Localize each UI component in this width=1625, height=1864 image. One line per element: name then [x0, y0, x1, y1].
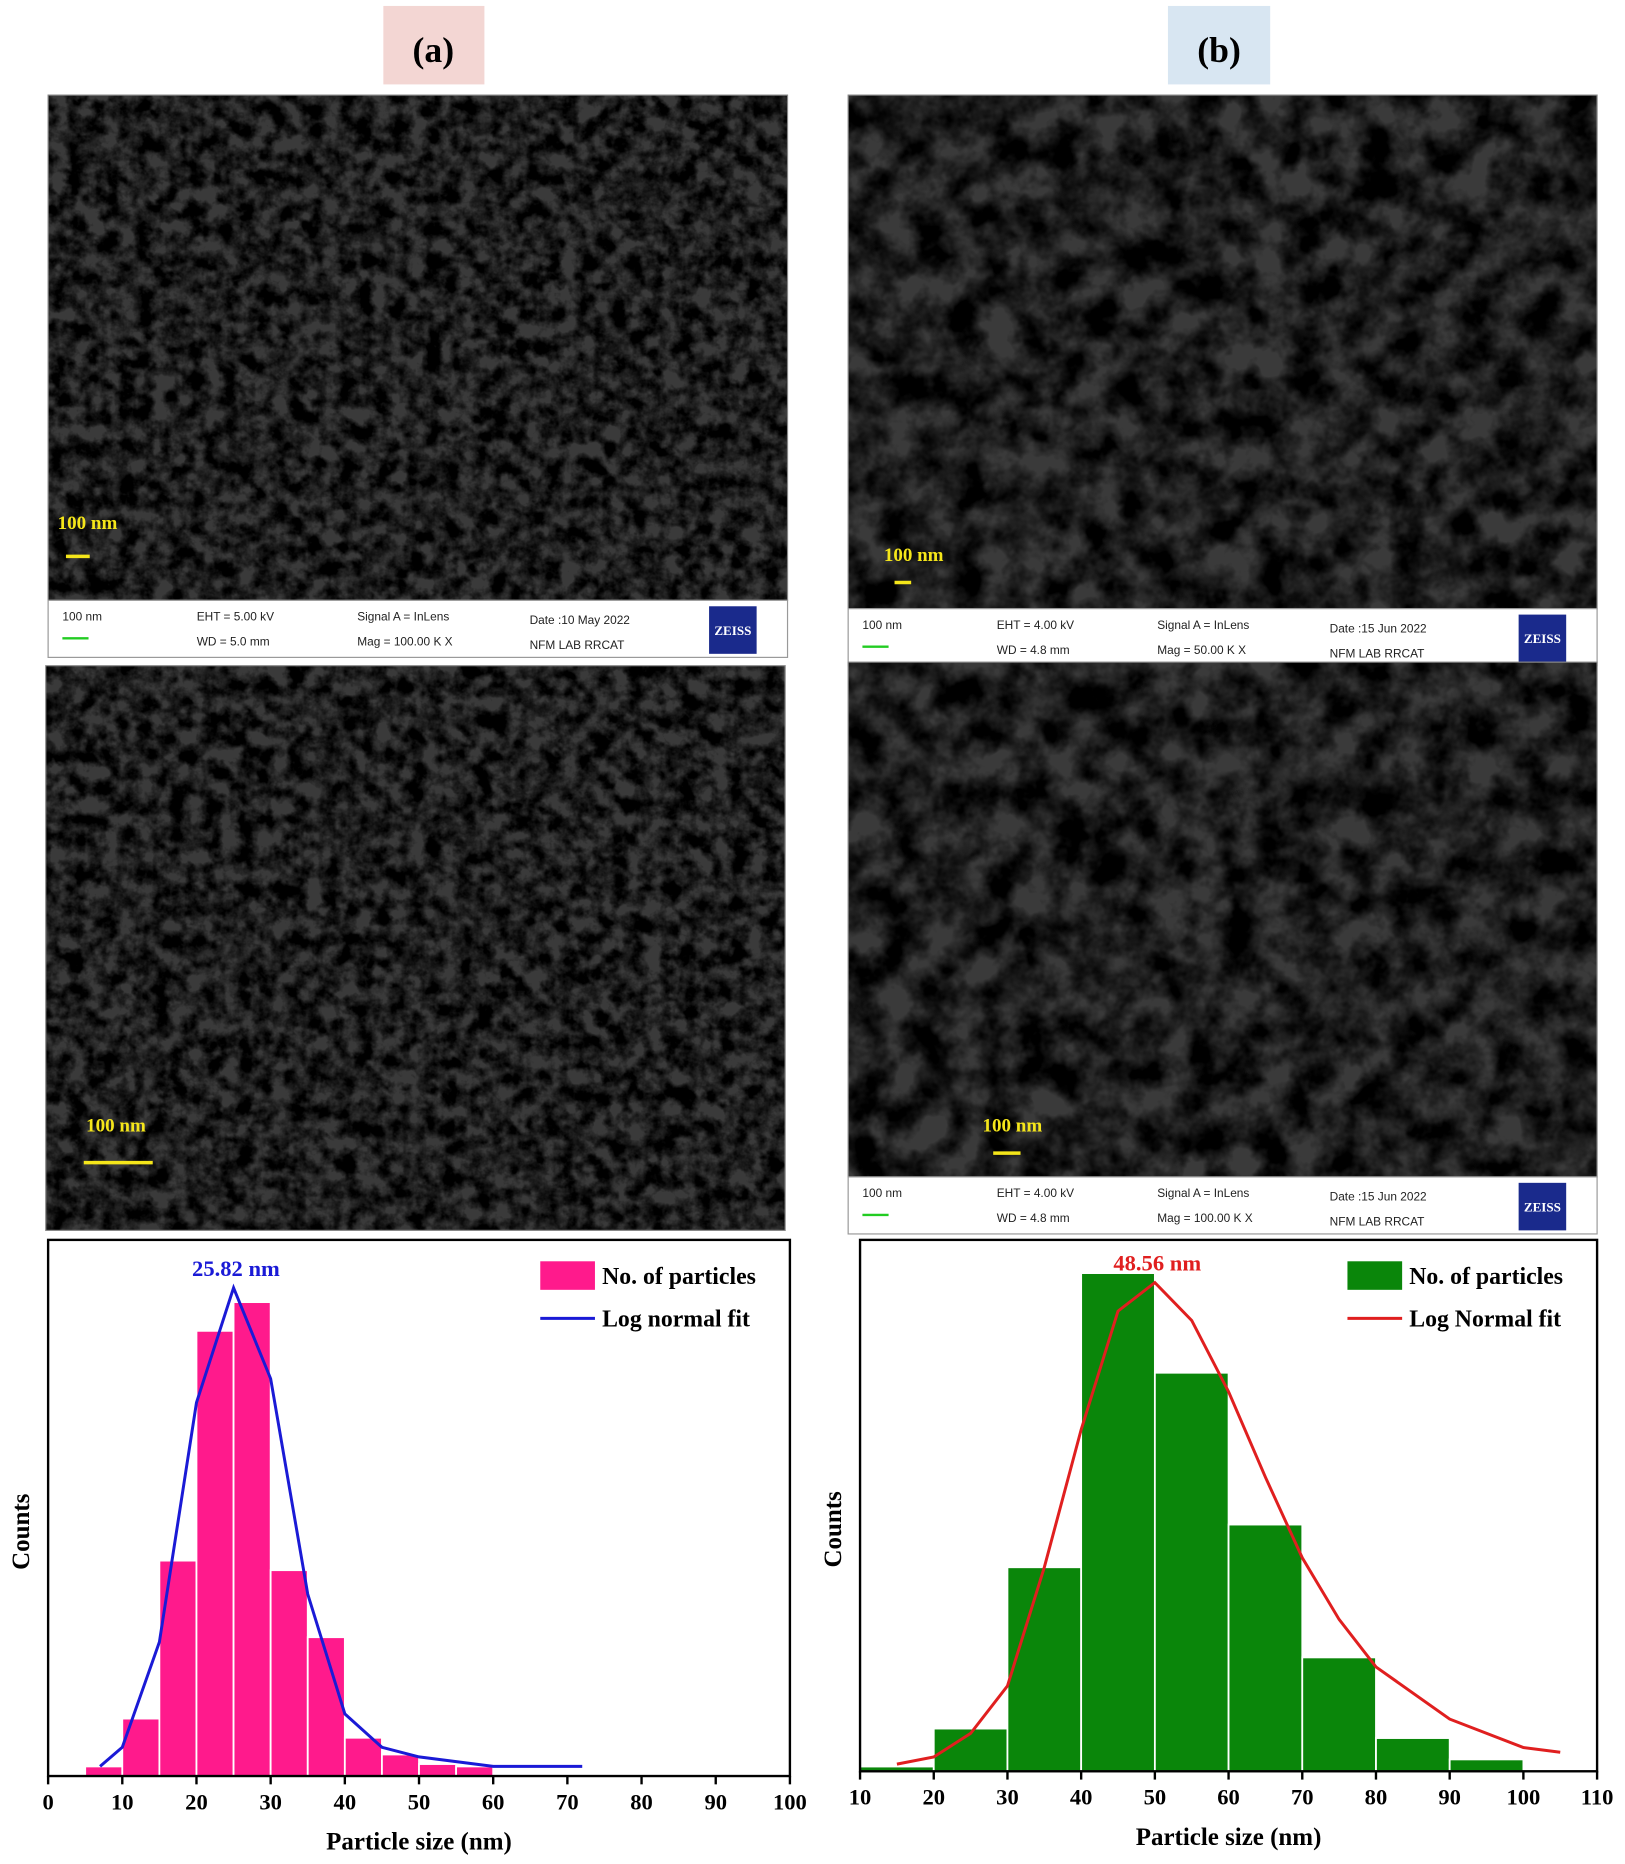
info-text: NFM LAB RRCAT: [1330, 646, 1425, 660]
logo: ZEISS: [1524, 631, 1561, 646]
x-tick-label: 10: [111, 1789, 134, 1814]
info-text: Signal A = InLens: [1157, 618, 1249, 632]
bar: [1375, 1737, 1451, 1773]
info-text: EHT = 4.00 kV: [997, 618, 1074, 632]
logo: ZEISS: [1524, 1199, 1561, 1214]
info-text: EHT = 4.00 kV: [997, 1186, 1074, 1200]
info-text: Date :15 Jun 2022: [1330, 1190, 1427, 1204]
x-axis-label: Particle size (nm): [326, 1829, 512, 1856]
bar: [1080, 1272, 1156, 1773]
info-text: NFM LAB RRCAT: [1330, 1215, 1425, 1229]
x-tick-label: 70: [1291, 1785, 1314, 1810]
legend-swatch: [540, 1261, 595, 1290]
bar: [158, 1559, 198, 1777]
label-box: [383, 5, 485, 85]
x-axis-label: Particle size (nm): [1136, 1824, 1322, 1851]
y-axis-label: Counts: [820, 1491, 847, 1568]
bar: [381, 1753, 420, 1777]
sem-texture: [45, 665, 786, 1231]
bar: [1227, 1523, 1304, 1773]
sem-texture: [848, 662, 1598, 1177]
legend-label: Log Normal fit: [1409, 1307, 1561, 1333]
info-text: Date :15 Jun 2022: [1330, 621, 1427, 635]
info-bar: [47, 599, 789, 658]
bar: [269, 1569, 309, 1777]
info-text: Mag = 50.00 K X: [1157, 643, 1246, 657]
x-tick-label: 110: [1581, 1785, 1614, 1810]
sem-texture: [848, 95, 1598, 609]
bar: [1006, 1566, 1083, 1773]
x-tick-label: 40: [334, 1789, 357, 1814]
x-tick-label: 80: [1365, 1785, 1388, 1810]
x-tick-label: 10: [849, 1785, 872, 1810]
scale-label: 100 nm: [884, 545, 944, 566]
x-tick-label: 50: [1144, 1785, 1167, 1810]
scale-label: 100 nm: [58, 513, 118, 534]
legend-label: No. of particles: [1409, 1264, 1563, 1290]
y-axis-label: Counts: [8, 1493, 35, 1570]
info-text: Signal A = InLens: [357, 610, 449, 624]
sem-frame: [45, 665, 786, 1231]
info-bar: [847, 608, 1598, 667]
x-tick-label: 70: [556, 1789, 579, 1814]
logo-box: [709, 606, 757, 654]
bar: [418, 1763, 457, 1777]
logo-box: [1518, 1182, 1567, 1231]
panel-label: (a): [412, 30, 454, 70]
x-tick-label: 100: [773, 1789, 807, 1814]
x-tick-label: 90: [1438, 1785, 1461, 1810]
panel-label: (b): [1197, 30, 1241, 70]
bar: [306, 1636, 346, 1777]
x-tick-label: 20: [185, 1789, 208, 1814]
sem-texture: [48, 95, 788, 601]
info-text: WD = 5.0 mm: [197, 635, 270, 649]
bar: [1448, 1758, 1525, 1773]
info-text: NFM LAB RRCAT: [530, 638, 625, 652]
x-tick-label: 0: [42, 1789, 53, 1814]
legend-label: Log normal fit: [602, 1307, 750, 1333]
info-text: EHT = 5.00 kV: [197, 610, 274, 624]
annotation: 25.82 nm: [192, 1256, 280, 1281]
x-tick-label: 20: [922, 1785, 945, 1810]
info-text: WD = 4.8 mm: [997, 1211, 1070, 1225]
label-box: [1167, 5, 1271, 85]
bar: [455, 1765, 495, 1777]
logo-box: [1518, 614, 1567, 663]
bar: [1153, 1371, 1230, 1773]
info-text: Mag = 100.00 K X: [1157, 1211, 1252, 1225]
x-tick-label: 90: [704, 1789, 727, 1814]
legend-label: No. of particles: [602, 1264, 756, 1290]
x-tick-label: 80: [630, 1789, 653, 1814]
bar: [195, 1329, 235, 1777]
info-bar: [847, 1176, 1598, 1235]
scale-label: 100 nm: [86, 1116, 146, 1137]
annotation: 48.56 nm: [1113, 1251, 1201, 1276]
info-text: Signal A = InLens: [1157, 1186, 1249, 1200]
x-tick-label: 60: [482, 1789, 505, 1814]
x-tick-label: 30: [259, 1789, 282, 1814]
x-tick-label: 50: [408, 1789, 431, 1814]
x-tick-label: 40: [1070, 1785, 1093, 1810]
bar: [1301, 1656, 1377, 1773]
bar: [232, 1301, 272, 1777]
scale-label: 100 nm: [982, 1116, 1042, 1137]
bar: [343, 1736, 383, 1777]
bar: [84, 1765, 124, 1777]
info-text: Mag = 100.00 K X: [357, 635, 452, 649]
info-text: 100 nm: [862, 1186, 902, 1200]
logo: ZEISS: [714, 623, 751, 638]
x-tick-label: 100: [1506, 1785, 1540, 1810]
legend-swatch: [1347, 1261, 1403, 1290]
info-text: 100 nm: [62, 610, 102, 624]
x-tick-label: 60: [1217, 1785, 1240, 1810]
info-text: 100 nm: [862, 618, 902, 632]
fit-line: [896, 1280, 1561, 1766]
x-tick-label: 30: [996, 1785, 1019, 1810]
info-text: WD = 4.8 mm: [997, 643, 1070, 657]
info-text: Date :10 May 2022: [530, 613, 630, 627]
fit-line: [99, 1283, 583, 1768]
